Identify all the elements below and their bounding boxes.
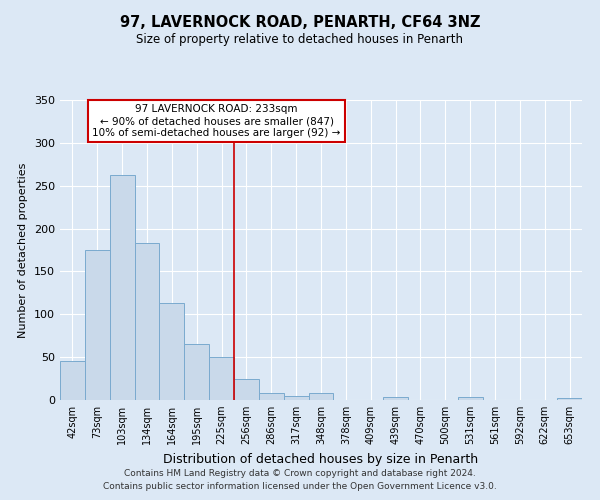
Text: Size of property relative to detached houses in Penarth: Size of property relative to detached ho… — [137, 32, 464, 46]
X-axis label: Distribution of detached houses by size in Penarth: Distribution of detached houses by size … — [163, 452, 479, 466]
Bar — [557, 398, 582, 400]
Bar — [85, 250, 110, 400]
Bar — [184, 344, 209, 400]
Bar — [458, 398, 482, 400]
Y-axis label: Number of detached properties: Number of detached properties — [19, 162, 28, 338]
Bar — [308, 393, 334, 400]
Text: Contains public sector information licensed under the Open Government Licence v3: Contains public sector information licen… — [103, 482, 497, 491]
Bar — [259, 393, 284, 400]
Bar — [110, 176, 134, 400]
Text: 97, LAVERNOCK ROAD, PENARTH, CF64 3NZ: 97, LAVERNOCK ROAD, PENARTH, CF64 3NZ — [120, 15, 480, 30]
Bar — [209, 357, 234, 400]
Text: Contains HM Land Registry data © Crown copyright and database right 2024.: Contains HM Land Registry data © Crown c… — [124, 468, 476, 477]
Bar — [134, 243, 160, 400]
Bar — [383, 396, 408, 400]
Bar — [284, 396, 308, 400]
Bar — [234, 380, 259, 400]
Bar — [160, 303, 184, 400]
Bar — [60, 362, 85, 400]
Text: 97 LAVERNOCK ROAD: 233sqm
← 90% of detached houses are smaller (847)
10% of semi: 97 LAVERNOCK ROAD: 233sqm ← 90% of detac… — [92, 104, 341, 138]
